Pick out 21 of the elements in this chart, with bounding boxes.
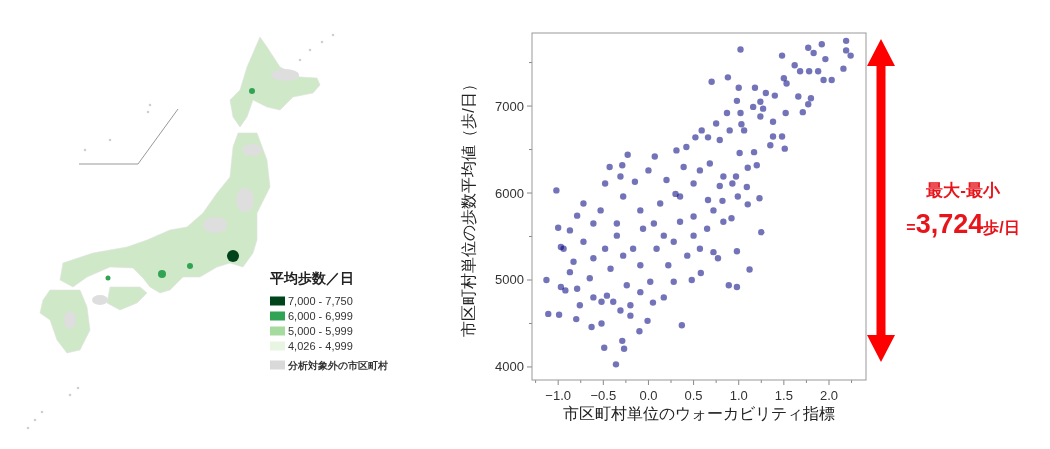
- legend-title: 平均歩数／日: [269, 271, 354, 286]
- x-tick-label: −1.0: [545, 388, 572, 403]
- category-label: 4,026 - 4,999: [288, 340, 353, 352]
- category-label: 分析対象外の市区町村: [287, 360, 388, 371]
- x-tick-label: 1.0: [729, 388, 748, 403]
- category-label: 5,000 - 5,999: [288, 325, 353, 337]
- y-tick-label: 7000: [495, 98, 524, 114]
- x-tick-label: 2.0: [819, 388, 839, 403]
- x-axis-title: 市区町村単位のウォーカビリティ指標: [563, 405, 835, 422]
- x-tick-label: 1.5: [774, 388, 793, 403]
- y-tick-label: 4000: [495, 359, 524, 375]
- x-tick-label: −0.5: [590, 388, 617, 403]
- x-tick-label: 0.0: [639, 388, 658, 403]
- text: =3,724歩/日: [906, 209, 1020, 239]
- y-axis-title: 市区町村単位の歩数平均値（歩/日）: [460, 76, 477, 337]
- text: 最大-最小: [925, 181, 1001, 200]
- category-label: 7,000 - 7,750: [288, 295, 353, 307]
- category-label: 6,000 - 6,999: [288, 310, 353, 322]
- y-tick-label: 6000: [495, 185, 524, 201]
- y-tick-label: 5000: [495, 272, 524, 288]
- x-tick-label: 0.5: [684, 388, 703, 403]
